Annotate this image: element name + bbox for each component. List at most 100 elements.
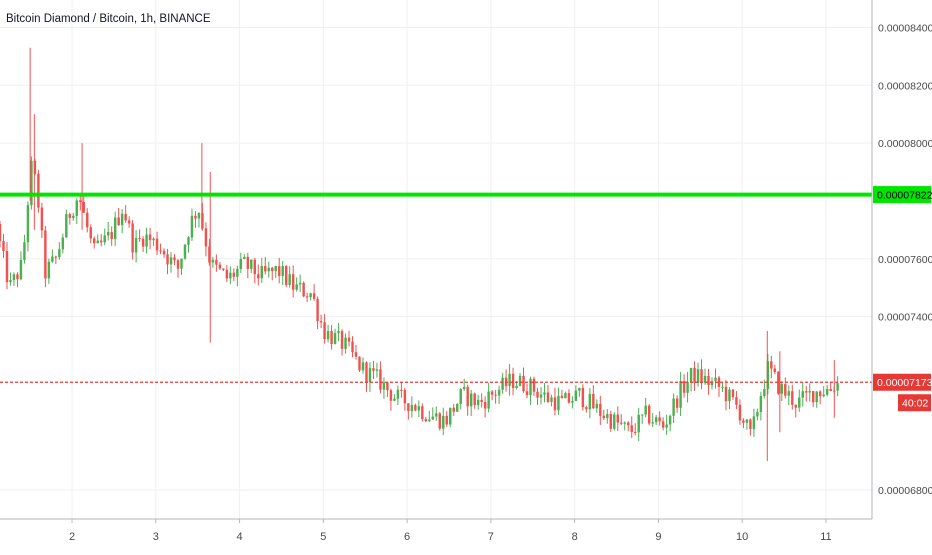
candle-body — [319, 321, 323, 323]
candle-body — [183, 244, 187, 259]
candle-body — [75, 200, 79, 216]
candle-body — [0, 224, 2, 242]
candle-body — [689, 367, 693, 382]
candle-body — [215, 259, 218, 265]
resistance-price-label: 0.00007822 — [877, 190, 932, 202]
candle-body — [305, 296, 309, 298]
candle-body — [818, 391, 822, 397]
candle-body — [169, 257, 173, 265]
candle-body — [560, 395, 564, 399]
candle-body — [459, 388, 462, 404]
candle-body — [361, 362, 365, 371]
candle-body — [82, 202, 85, 213]
candle-body — [19, 259, 23, 280]
candle-body — [410, 405, 414, 412]
y-tick-label: 0.00008000 — [878, 138, 932, 150]
candle-body — [752, 416, 756, 430]
candle-body — [710, 381, 714, 386]
x-tick-label: 5 — [320, 531, 326, 543]
candle-body — [445, 415, 448, 425]
candle-body — [379, 369, 382, 390]
candle-body — [176, 260, 180, 269]
candle-body — [264, 265, 267, 272]
candle-body — [396, 389, 400, 399]
candle-body — [68, 214, 72, 218]
bar-countdown-tag — [898, 394, 931, 412]
candle-body — [462, 386, 466, 389]
candle-body — [595, 403, 599, 409]
candle-body — [239, 258, 243, 269]
candle-body — [333, 333, 337, 345]
candle-body — [23, 242, 26, 260]
candle-body — [644, 405, 647, 415]
candle-body — [40, 207, 44, 231]
candle-body — [588, 393, 592, 410]
candle-body — [731, 389, 735, 398]
candle-body — [724, 386, 728, 402]
candle-body — [421, 406, 424, 419]
candle-body — [354, 352, 358, 357]
candle-body — [30, 160, 33, 206]
candle-body — [431, 416, 435, 420]
candle-body — [281, 266, 284, 276]
candle-body — [511, 373, 515, 389]
candle-body — [539, 394, 543, 398]
candle-body — [780, 384, 784, 394]
bar-countdown-label: 40:02 — [902, 398, 928, 410]
candle-body — [309, 293, 312, 298]
candle-body — [250, 259, 253, 269]
candle-body — [449, 407, 452, 425]
candle-body — [365, 362, 368, 382]
candle-body — [61, 237, 65, 250]
candle-body — [515, 385, 518, 389]
candle-body — [58, 249, 61, 258]
candle-body — [714, 377, 717, 382]
candle-body — [435, 413, 438, 417]
candle-body — [86, 212, 89, 228]
candle-body — [599, 403, 602, 416]
candle-body — [581, 387, 585, 408]
candle-body — [277, 266, 281, 276]
candle-body — [218, 264, 222, 269]
candle-body — [791, 391, 794, 405]
candle-body — [455, 403, 459, 412]
candle-body — [630, 425, 633, 432]
candle-body — [288, 274, 291, 285]
candle-body — [553, 397, 557, 411]
candle-body — [585, 407, 588, 410]
candle-body — [822, 394, 825, 397]
candle-body — [801, 391, 804, 398]
candle-body — [194, 215, 197, 219]
axes: 0.00008400 0.00008200 0.00008000 0.00007600… — [0, 0, 932, 543]
candle-body — [546, 392, 550, 402]
candle-body — [812, 391, 815, 403]
y-tick-label: 0.00008200 — [878, 80, 932, 92]
candle-body — [54, 256, 58, 258]
candle-body — [162, 250, 166, 255]
candle-body — [536, 391, 539, 398]
candle-body — [532, 378, 536, 392]
candle-body — [190, 215, 194, 238]
candle-body — [693, 367, 696, 383]
candle-body — [483, 402, 487, 409]
y-tick-label: 0.00007600 — [878, 254, 932, 266]
candle-body — [661, 421, 665, 428]
candle-body — [187, 237, 190, 245]
candle-body — [312, 293, 316, 299]
candle-body — [403, 389, 407, 404]
candle-body — [417, 406, 421, 411]
candle-body — [522, 375, 525, 392]
candle-body — [637, 414, 640, 433]
candle-body — [274, 266, 277, 272]
candle-body — [613, 414, 616, 429]
candle-body — [773, 368, 777, 372]
candle-body — [606, 414, 609, 419]
candle-body — [658, 417, 661, 422]
candle-body — [284, 266, 288, 285]
candle-body — [389, 390, 393, 401]
candle-body — [634, 431, 637, 433]
candle-body — [679, 381, 682, 408]
candle-body — [337, 331, 340, 334]
